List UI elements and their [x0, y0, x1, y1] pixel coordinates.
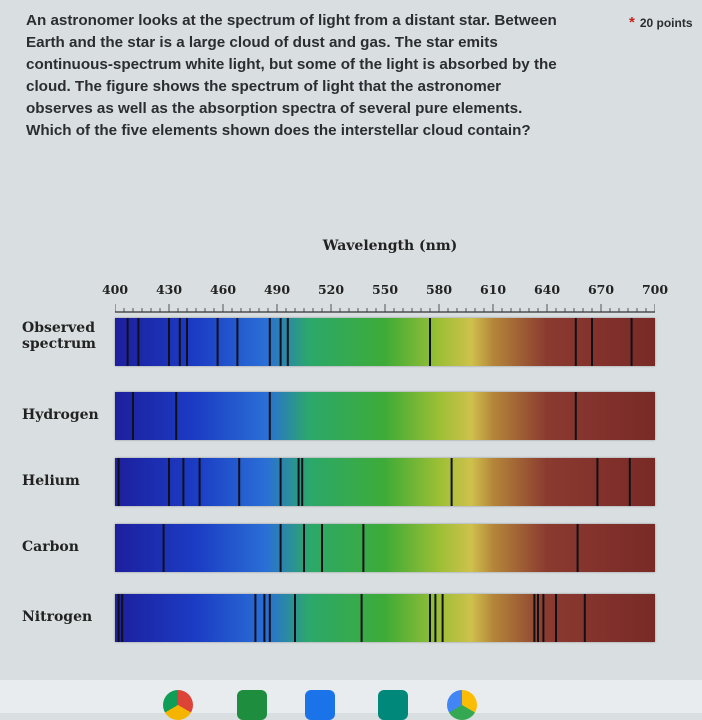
points-label: * 20 points — [629, 14, 693, 31]
spectrum-row-label: Hydrogen — [22, 407, 99, 423]
question-text: An astronomer looks at the spectrum of l… — [26, 12, 557, 139]
spectrum-row-label: Carbon — [22, 539, 79, 555]
tick-label: 580 — [425, 282, 453, 297]
wavelength-ruler — [115, 304, 655, 313]
meet-icon[interactable] — [378, 690, 408, 720]
spectrum-row-label: Observed spectrum — [22, 320, 96, 352]
spectrum-row-label: Nitrogen — [22, 609, 93, 625]
tick-label: 430 — [155, 282, 183, 297]
classroom-icon[interactable] — [237, 690, 267, 720]
tick-label: 400 — [101, 282, 129, 297]
spectrum-bar — [115, 594, 655, 642]
spectrum-bar — [115, 524, 655, 572]
spectrum-bar — [115, 318, 655, 366]
tick-label: 610 — [479, 282, 507, 297]
tick-label: 520 — [317, 282, 345, 297]
spectrum-bar — [115, 458, 655, 506]
spectrum-bar — [115, 392, 655, 440]
spectrum-row-label: Helium — [22, 473, 80, 489]
taskbar — [0, 680, 702, 720]
tick-label: 640 — [533, 282, 561, 297]
drive-icon[interactable] — [447, 690, 477, 720]
files-icon[interactable] — [305, 690, 335, 720]
tick-label: 700 — [641, 282, 669, 297]
required-marker: * — [629, 14, 635, 31]
tick-label: 460 — [209, 282, 237, 297]
wavelength-axis-title: Wavelength (nm) — [322, 238, 458, 254]
chrome-icon[interactable] — [163, 690, 193, 720]
points-value: 20 points — [639, 16, 693, 30]
tick-label: 670 — [587, 282, 615, 297]
tick-label: 490 — [263, 282, 291, 297]
tick-label: 550 — [371, 282, 399, 297]
